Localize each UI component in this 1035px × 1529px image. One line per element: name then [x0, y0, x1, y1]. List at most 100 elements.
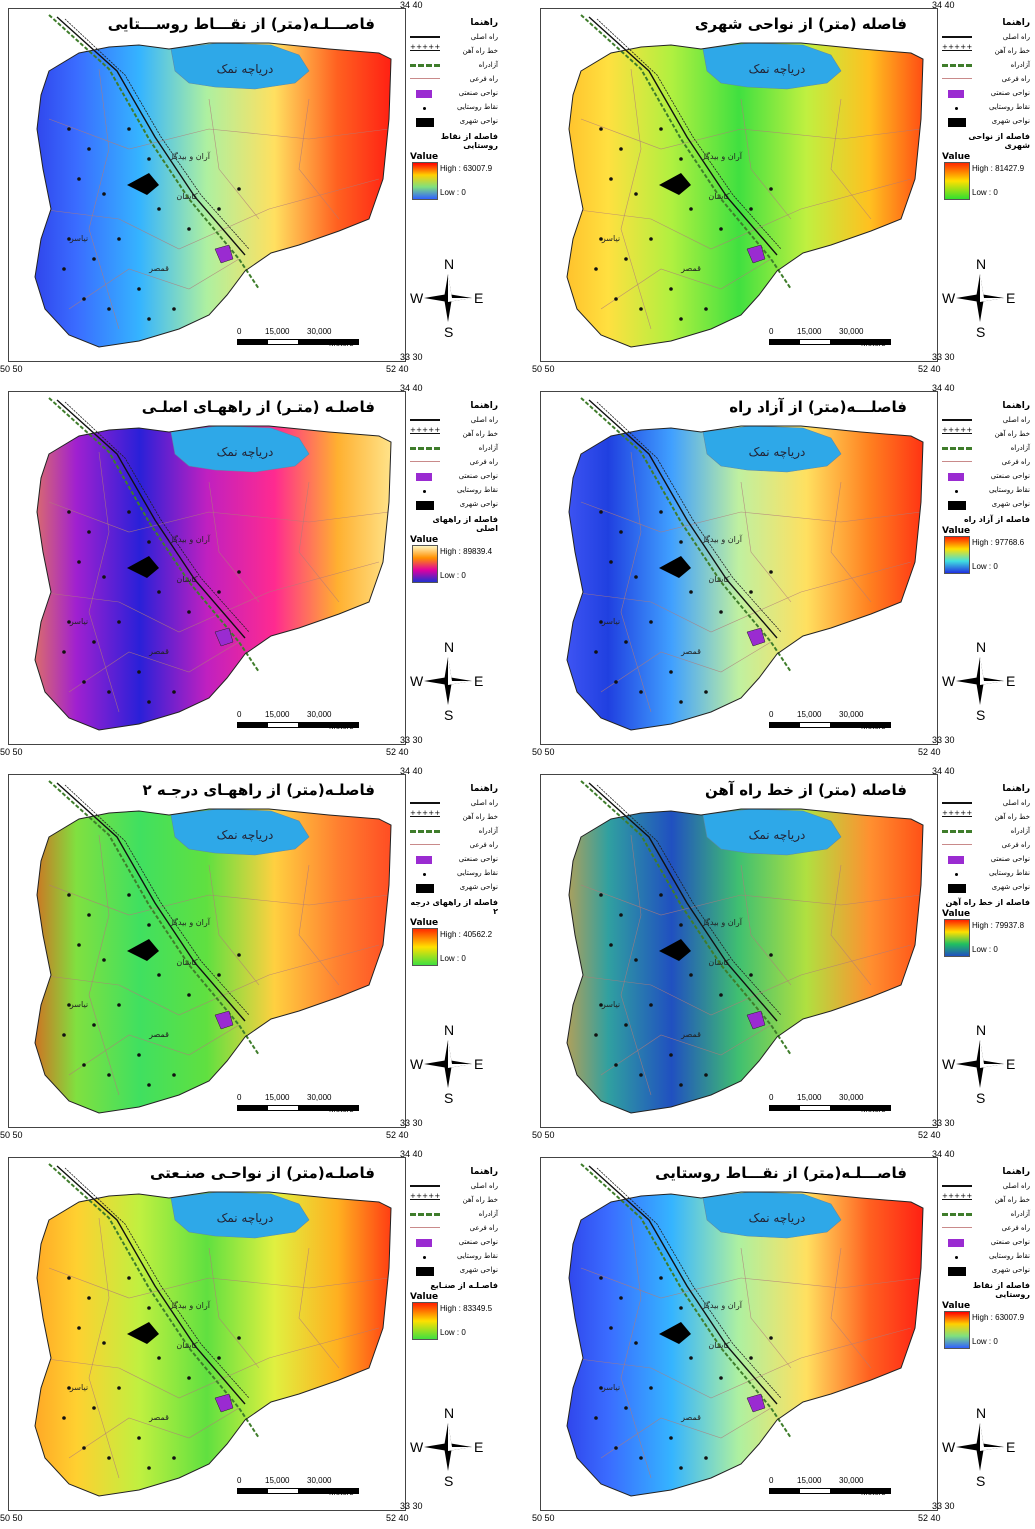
legend-symbol-urb [416, 884, 434, 893]
village-point [679, 700, 683, 704]
railway-line [596, 401, 782, 633]
map-legend: راهنما راه اصلی خط راه آهن آزادراه راه فرعی ن… [410, 1167, 498, 1344]
town2-label: قمصر [148, 647, 169, 656]
industrial-area [214, 1010, 234, 1030]
legend-item-label: آزادراه [478, 827, 498, 835]
main-road-line [56, 399, 246, 639]
city-label: کاشان [176, 958, 197, 967]
city-label: کاشان [708, 192, 729, 201]
legend-item-label: خط راه آهن [994, 813, 1030, 821]
compass-rose [956, 1040, 1004, 1088]
town1-label: آران و بیدگل [700, 917, 743, 927]
color-ramp-bar [944, 1311, 970, 1349]
compass-e: E [474, 290, 484, 306]
legend-symbol-ind [416, 90, 432, 98]
salt-lake-label: دریاچه نمک [217, 1211, 274, 1226]
legend-item-road: راه اصلی [410, 798, 498, 812]
legend-item-urb: نواحی شهری [410, 116, 498, 130]
village-point [62, 1033, 66, 1037]
coordinate-bottom-left: 50 50 [532, 364, 555, 374]
legend-symbol-road [942, 36, 972, 44]
village-point [67, 237, 71, 241]
village-point [679, 923, 683, 927]
scale-label-max: 30,000 [307, 1093, 332, 1102]
ramp-low-label: Low : 0 [440, 1328, 466, 1337]
region-outline [34, 1191, 392, 1497]
compass-rose [956, 274, 1004, 322]
village-point [599, 127, 603, 131]
village-point [639, 1456, 643, 1460]
map-canvas: دریاچه نمک کاشان آران و بیدگل قمصر نیاسر [34, 397, 392, 731]
compass-n: N [444, 1022, 455, 1038]
village-point [599, 1386, 603, 1390]
legend-symbol-fwy [410, 64, 440, 73]
town3-label: نیاسر [69, 1000, 88, 1009]
value-label: Value [942, 152, 971, 162]
legend-item-rail: خط راه آهن [942, 1192, 1030, 1209]
legend-symbol-ind [948, 90, 964, 98]
village-point [237, 570, 241, 574]
legend-item-label: آزادراه [478, 444, 498, 452]
legend-item-urb: نواحی شهری [942, 882, 1030, 896]
legend-symbol-vil [423, 1256, 426, 1259]
village-point [77, 560, 81, 564]
scale-graphic [237, 1105, 359, 1111]
compass-s: S [976, 1090, 986, 1106]
village-point [749, 1356, 753, 1360]
railway-line [596, 1167, 782, 1399]
village-point [669, 287, 673, 291]
village-point [599, 237, 603, 241]
ramp-title: فاصله از راههای اصلی [432, 515, 498, 533]
legend-heading: راهنما [470, 1167, 498, 1177]
compass-rose [424, 1040, 472, 1088]
legend-item-label: راه فرعی [1001, 1224, 1030, 1232]
secondary-road [740, 98, 792, 220]
secondary-road [580, 118, 922, 150]
village-point [689, 590, 693, 594]
legend-symbol-rail [410, 426, 440, 440]
village-point [87, 530, 91, 534]
color-ramp: High : 89839.4 Low : 0 [410, 545, 498, 587]
compass-w: W [942, 673, 956, 689]
legend-item-fwy: آزادراه [410, 1209, 498, 1223]
secondary-road [208, 98, 260, 220]
secondary-road [298, 864, 340, 986]
compass-n: N [444, 256, 455, 272]
secondary-road [68, 641, 240, 693]
village-point [117, 620, 121, 624]
village-point [77, 1326, 81, 1330]
legend-symbol-rail [942, 43, 972, 57]
industrial-area [214, 627, 234, 647]
map-canvas: دریاچه نمک کاشان آران و بیدگل قمصر نیاسر [566, 397, 924, 731]
village-point [624, 257, 628, 261]
compass-n: N [976, 1022, 987, 1038]
legend-item-label: نواحی شهری [991, 1266, 1030, 1274]
city-label: کاشان [708, 575, 729, 584]
village-point [67, 1386, 71, 1390]
legend-item-urb: نواحی شهری [410, 882, 498, 896]
legend-item-ind: نواحی صنعتی [410, 471, 498, 485]
legend-item-sec: راه فرعی [942, 840, 1030, 854]
village-point [634, 575, 638, 579]
village-point [67, 620, 71, 624]
color-ramp-bar [944, 536, 970, 574]
village-point [594, 267, 598, 271]
village-point [624, 640, 628, 644]
north-arrow-icon: N S E W [942, 639, 1016, 723]
village-point [147, 157, 151, 161]
color-ramp-bar [412, 162, 438, 200]
legend-symbol-vil [423, 873, 426, 876]
map-legend: راهنما راه اصلی خط راه آهن آزادراه راه فرعی ن… [942, 784, 1030, 961]
scale-label-zero: 0 [237, 327, 242, 336]
compass-shade [980, 1064, 1004, 1068]
compass-shade [448, 274, 452, 298]
scale-label-mid: 15,000 [797, 1476, 822, 1485]
legend-item-label: نواحی صنعتی [990, 855, 1030, 863]
legend-symbol-ind [416, 1239, 432, 1247]
coordinate-bottom_right: 33 30 [932, 735, 955, 745]
railway-line [64, 401, 250, 633]
coordinate-bottom_right: 33 30 [400, 735, 423, 745]
legend-item-fwy: آزادراه [942, 1209, 1030, 1223]
legend-item-road: راه اصلی [942, 415, 1030, 429]
map-title: فاصله (متر) از خط راه آهن [704, 781, 907, 799]
